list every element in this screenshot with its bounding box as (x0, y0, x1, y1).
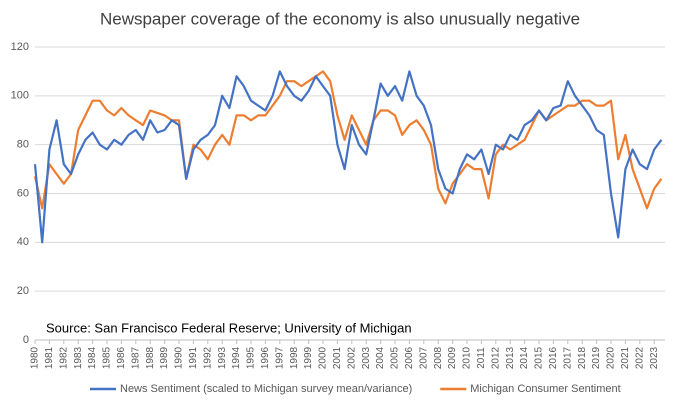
legend-label: Michigan Consumer Sentiment (470, 383, 620, 395)
x-tick-label: 2010 (462, 346, 473, 369)
y-tick-label: 20 (17, 285, 29, 297)
x-tick-label: 1988 (145, 346, 156, 369)
y-tick-label: 100 (11, 90, 29, 102)
x-tick-label: 1990 (174, 346, 185, 369)
x-tick-label: 1992 (202, 346, 213, 369)
x-tick-label: 2020 (606, 346, 617, 369)
x-tick-label: 1991 (188, 346, 199, 369)
source-note: Source: San Francisco Federal Reserve; U… (46, 320, 412, 335)
x-tick-label: 1984 (87, 346, 98, 369)
y-tick-label: 0 (23, 334, 29, 346)
x-tick-label: 2019 (591, 346, 602, 369)
x-tick-label: 1993 (217, 346, 228, 369)
x-tick-label: 2007 (418, 346, 429, 369)
x-tick-label: 1982 (58, 346, 69, 369)
x-tick-label: 2011 (476, 347, 487, 369)
x-tick-label: 2004 (375, 346, 386, 369)
x-tick-label: 1981 (44, 346, 55, 369)
x-tick-label: 1985 (102, 346, 113, 369)
x-tick-label: 1989 (159, 346, 170, 369)
x-tick-label: 2006 (404, 346, 415, 369)
x-tick-label: 1986 (116, 346, 127, 369)
series-line (33, 70, 663, 210)
y-tick-label: 40 (17, 236, 29, 248)
x-tick-label: 1998 (289, 346, 300, 369)
x-tick-label: 1995 (246, 346, 257, 369)
x-tick-label: 2016 (548, 346, 559, 369)
x-tick-label: 2002 (346, 346, 357, 369)
x-tick-label: 2023 (649, 346, 660, 369)
x-tick-label: 1980 (30, 346, 41, 369)
x-tick-label: 2018 (577, 346, 588, 369)
x-tick-label: 2013 (505, 346, 516, 369)
y-tick-label: 120 (11, 41, 29, 53)
y-tick-label: 80 (17, 139, 29, 151)
y-tick-label: 60 (17, 187, 29, 199)
x-tick-label: 2022 (634, 346, 645, 369)
x-tick-label: 2001 (332, 346, 343, 369)
x-tick-label: 2015 (534, 346, 545, 369)
x-tick-label: 2000 (318, 346, 329, 369)
x-tick-label: 2021 (620, 346, 631, 369)
x-tick-label: 1999 (303, 346, 314, 369)
x-tick-label: 2009 (447, 346, 458, 369)
legend-label: News Sentiment (scaled to Michigan surve… (120, 383, 412, 395)
x-tick-label: 2017 (562, 346, 573, 369)
x-tick-label: 1997 (274, 346, 285, 369)
x-tick-label: 1983 (73, 346, 84, 369)
x-tick-label: 2012 (490, 346, 501, 369)
x-tick-label: 1994 (231, 346, 242, 369)
x-tick-label: 1987 (130, 346, 141, 369)
x-tick-label: 2003 (361, 346, 372, 369)
x-tick-label: 2014 (519, 346, 530, 369)
x-tick-label: 1996 (260, 346, 271, 369)
x-tick-label: 2008 (433, 346, 444, 369)
series-line (33, 70, 663, 244)
x-tick-label: 2005 (390, 346, 401, 369)
chart-title: Newspaper coverage of the economy is als… (100, 9, 580, 28)
